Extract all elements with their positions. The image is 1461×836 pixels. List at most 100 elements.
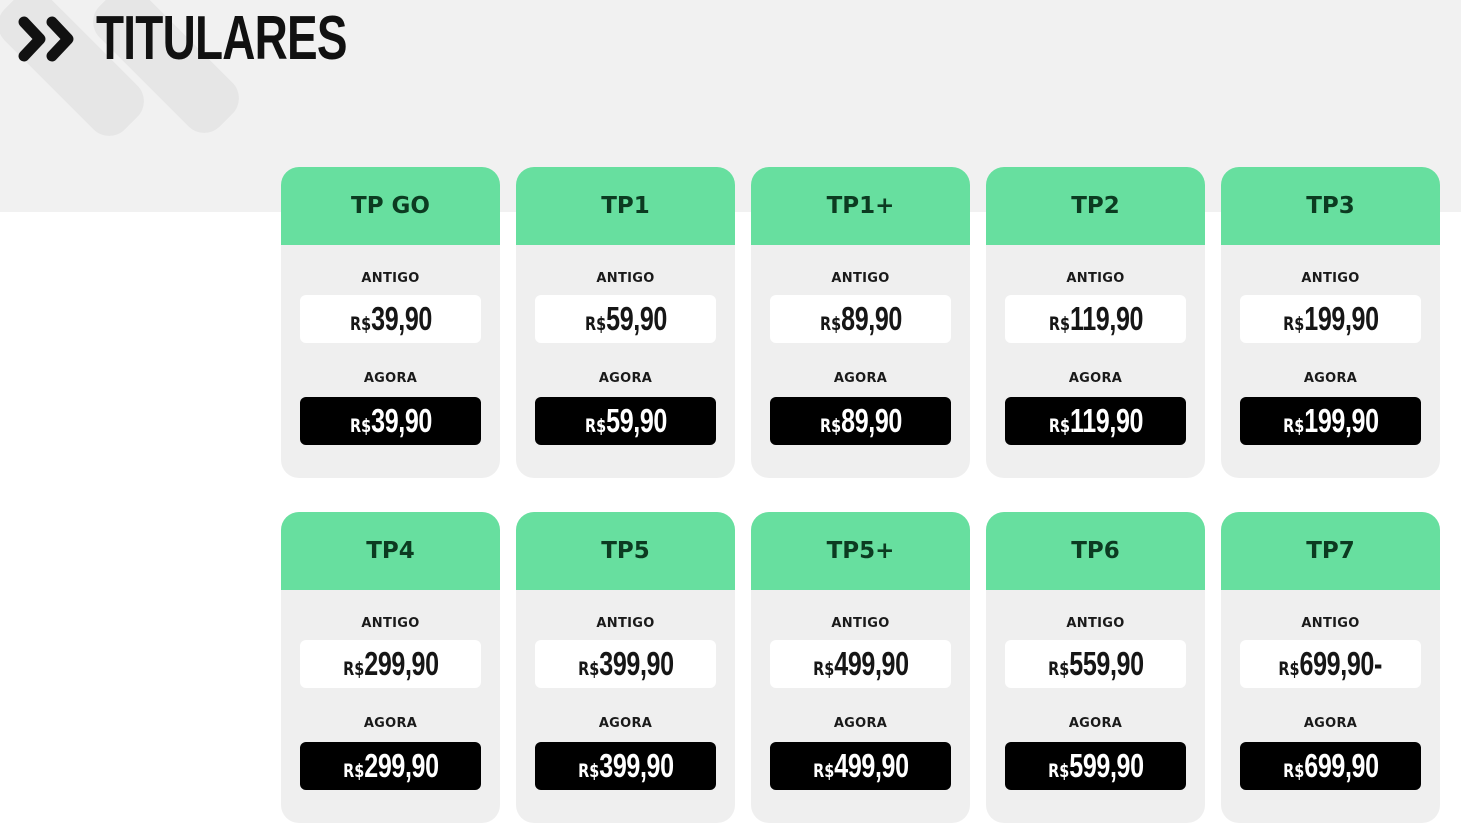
currency-symbol: R$ xyxy=(577,760,599,782)
plan-name: TP4 xyxy=(281,512,500,590)
old-price-value: 559,90 xyxy=(1068,645,1144,682)
currency-symbol: R$ xyxy=(819,415,841,437)
plan-name: TP5 xyxy=(516,512,735,590)
old-price-box: R$ 399,90 xyxy=(535,640,716,688)
old-price-value: 499,90 xyxy=(833,645,909,682)
plan-name: TP2 xyxy=(986,167,1205,245)
currency-symbol: R$ xyxy=(819,313,841,335)
old-price-box: R$ 119,90 xyxy=(1005,295,1186,343)
currency-symbol: R$ xyxy=(1282,415,1304,437)
plan-card: TP6 ANTIGO R$ 559,90 AGORA R$ 599,90 xyxy=(986,512,1205,823)
plan-grid: TP GO ANTIGO R$ 39,90 AGORA R$ 39,90 TP1 A… xyxy=(281,167,1440,823)
new-price-value: 119,90 xyxy=(1069,402,1143,439)
currency-symbol: R$ xyxy=(812,658,834,680)
new-price-label: AGORA xyxy=(598,371,653,386)
old-price-label: ANTIGO xyxy=(1301,271,1360,286)
old-price-box: R$ 199,90 xyxy=(1240,295,1421,343)
old-price-label: ANTIGO xyxy=(361,271,420,286)
currency-symbol: R$ xyxy=(1278,658,1300,680)
new-price-value: 499,90 xyxy=(833,747,909,784)
new-price-label: AGORA xyxy=(833,371,888,386)
old-price-value: 39,90 xyxy=(370,300,432,337)
old-price-box: R$ 59,90 xyxy=(535,295,716,343)
old-price-box: R$ 299,90 xyxy=(300,640,481,688)
new-price-value: 699,90 xyxy=(1303,747,1379,784)
old-price-label: ANTIGO xyxy=(1066,616,1125,631)
currency-symbol: R$ xyxy=(584,313,606,335)
new-price-label: AGORA xyxy=(833,716,888,731)
new-price-label: AGORA xyxy=(598,716,653,731)
plan-card: TP5 ANTIGO R$ 399,90 AGORA R$ 399,90 xyxy=(516,512,735,823)
plan-name: TP7 xyxy=(1221,512,1440,590)
currency-symbol: R$ xyxy=(1047,760,1069,782)
old-price-value: 199,90 xyxy=(1303,300,1379,337)
new-price-label: AGORA xyxy=(1303,716,1358,731)
old-price-box: R$ 559,90 xyxy=(1005,640,1186,688)
currency-symbol: R$ xyxy=(1282,313,1304,335)
plan-card: TP2 ANTIGO R$ 119,90 AGORA R$ 119,90 xyxy=(986,167,1205,478)
old-price-value: 299,90 xyxy=(363,645,439,682)
currency-symbol: R$ xyxy=(1048,415,1070,437)
currency-symbol: R$ xyxy=(577,658,599,680)
plan-card: TP GO ANTIGO R$ 39,90 AGORA R$ 39,90 xyxy=(281,167,500,478)
old-price-label: ANTIGO xyxy=(596,271,655,286)
new-price-value: 599,90 xyxy=(1068,747,1144,784)
plan-name: TP3 xyxy=(1221,167,1440,245)
old-price-value: 119,90 xyxy=(1069,300,1143,337)
double-chevron-right-icon xyxy=(18,16,74,62)
new-price-value: 89,90 xyxy=(840,402,902,439)
new-price-value: 39,90 xyxy=(370,402,432,439)
new-price-label: AGORA xyxy=(363,371,418,386)
new-price-box: R$ 699,90 xyxy=(1240,742,1421,790)
old-price-label: ANTIGO xyxy=(596,616,655,631)
plan-name: TP6 xyxy=(986,512,1205,590)
old-price-label: ANTIGO xyxy=(831,271,890,286)
plan-card: TP7 ANTIGO R$ 699,90- AGORA R$ 699,90 xyxy=(1221,512,1440,823)
old-price-value: 399,90 xyxy=(598,645,674,682)
old-price-box: R$ 499,90 xyxy=(770,640,951,688)
new-price-value: 399,90 xyxy=(598,747,674,784)
plan-name: TP5+ xyxy=(751,512,970,590)
old-price-value: 699,90- xyxy=(1299,645,1383,682)
new-price-label: AGORA xyxy=(1068,716,1123,731)
currency-symbol: R$ xyxy=(349,313,371,335)
old-price-box: R$ 699,90- xyxy=(1240,640,1421,688)
plan-name: TP1 xyxy=(516,167,735,245)
new-price-box: R$ 119,90 xyxy=(1005,397,1186,445)
new-price-box: R$ 399,90 xyxy=(535,742,716,790)
new-price-label: AGORA xyxy=(363,716,418,731)
new-price-value: 59,90 xyxy=(605,402,667,439)
plan-name: TP1+ xyxy=(751,167,970,245)
old-price-label: ANTIGO xyxy=(361,616,420,631)
currency-symbol: R$ xyxy=(342,760,364,782)
section-header: TITULARES xyxy=(18,6,435,72)
currency-symbol: R$ xyxy=(342,658,364,680)
new-price-label: AGORA xyxy=(1068,371,1123,386)
old-price-value: 59,90 xyxy=(605,300,667,337)
new-price-box: R$ 599,90 xyxy=(1005,742,1186,790)
currency-symbol: R$ xyxy=(584,415,606,437)
old-price-label: ANTIGO xyxy=(831,616,890,631)
old-price-label: ANTIGO xyxy=(1066,271,1125,286)
old-price-value: 89,90 xyxy=(840,300,902,337)
new-price-box: R$ 89,90 xyxy=(770,397,951,445)
new-price-box: R$ 39,90 xyxy=(300,397,481,445)
plan-card: TP1 ANTIGO R$ 59,90 AGORA R$ 59,90 xyxy=(516,167,735,478)
new-price-value: 299,90 xyxy=(363,747,439,784)
new-price-box: R$ 299,90 xyxy=(300,742,481,790)
old-price-label: ANTIGO xyxy=(1301,616,1360,631)
new-price-box: R$ 499,90 xyxy=(770,742,951,790)
page-title: TITULARES xyxy=(96,4,348,73)
plan-card: TP1+ ANTIGO R$ 89,90 AGORA R$ 89,90 xyxy=(751,167,970,478)
new-price-box: R$ 59,90 xyxy=(535,397,716,445)
currency-symbol: R$ xyxy=(812,760,834,782)
currency-symbol: R$ xyxy=(1048,313,1070,335)
currency-symbol: R$ xyxy=(1047,658,1069,680)
currency-symbol: R$ xyxy=(1282,760,1304,782)
currency-symbol: R$ xyxy=(349,415,371,437)
plan-card: TP3 ANTIGO R$ 199,90 AGORA R$ 199,90 xyxy=(1221,167,1440,478)
new-price-label: AGORA xyxy=(1303,371,1358,386)
plan-card: TP5+ ANTIGO R$ 499,90 AGORA R$ 499,90 xyxy=(751,512,970,823)
old-price-box: R$ 39,90 xyxy=(300,295,481,343)
plan-name: TP GO xyxy=(281,167,500,245)
